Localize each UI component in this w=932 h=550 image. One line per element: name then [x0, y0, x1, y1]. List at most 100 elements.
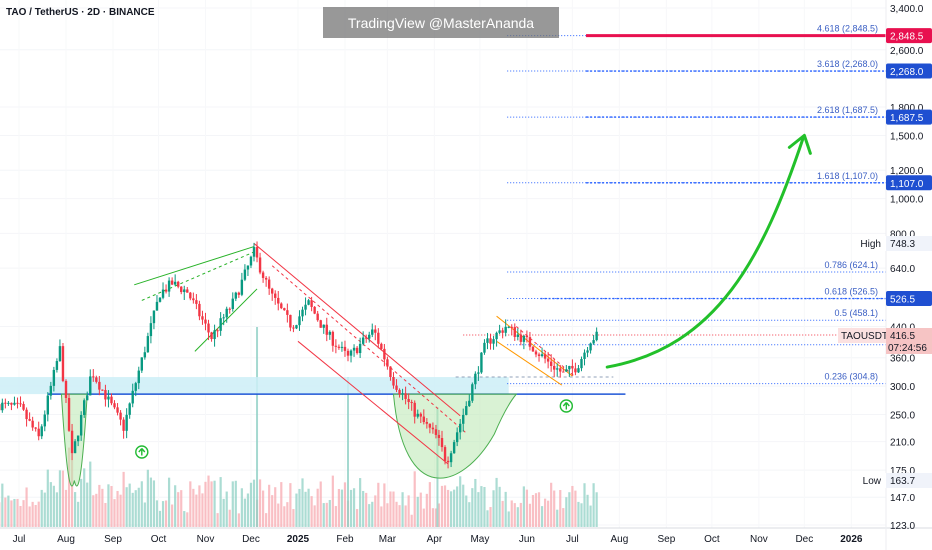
volume-bar [186, 512, 189, 527]
volume-bar [225, 491, 228, 527]
volume-bar [419, 492, 422, 527]
volume-bar [243, 498, 247, 527]
price-tag-value: 1,687.5 [890, 113, 924, 124]
candle-body [419, 413, 422, 417]
candle-body [340, 346, 344, 348]
volume-bar [49, 482, 52, 527]
volume-bar [510, 500, 513, 527]
up-arrow-icon [138, 448, 146, 456]
y-tick-label: 2,600.0 [890, 46, 924, 57]
candle-body [19, 403, 22, 405]
volume-bar [298, 488, 301, 527]
x-tick-label: Mar [379, 534, 397, 545]
candle-body [137, 370, 140, 384]
candle-body [213, 330, 216, 340]
candle-body [510, 326, 513, 328]
volume-bar [258, 479, 262, 527]
candle-body [395, 385, 398, 390]
volume-bar [240, 488, 243, 527]
candle-body [410, 402, 413, 404]
candle-body [465, 406, 468, 415]
candle-body [277, 297, 280, 304]
volume-bar [171, 504, 174, 527]
candle-body [161, 289, 165, 298]
volume-bar [161, 501, 165, 527]
candle-body [252, 247, 256, 257]
candle-body [361, 337, 365, 344]
x-tick-label: Jul [13, 534, 26, 545]
candle-body [286, 310, 289, 315]
volume-bar [528, 503, 532, 527]
volume-bar [80, 478, 83, 527]
volume-bar [331, 475, 334, 527]
volume-bar [73, 492, 77, 527]
volume-bar [534, 493, 538, 527]
volume-bar [401, 492, 404, 527]
volume-bar [553, 490, 556, 527]
fib-level-label: 0.236 (304.8) [824, 372, 878, 382]
volume-bar [562, 508, 565, 527]
price-tag-value: 2,268.0 [890, 67, 924, 78]
volume-bar [592, 483, 595, 527]
volume-bar [343, 482, 347, 527]
volume-bar [174, 485, 177, 527]
flag-upper-line [496, 315, 573, 377]
volume-bar [449, 491, 453, 527]
volume-bar [507, 511, 510, 527]
volume-bar [40, 489, 43, 527]
volume-bar [565, 497, 568, 527]
volume-bar [7, 495, 10, 527]
volume-bar [34, 504, 37, 527]
volume-bar [64, 489, 68, 527]
candle-body [110, 396, 113, 404]
volume-bar [416, 496, 419, 527]
wedge-lower-line [194, 288, 258, 352]
candle-body [264, 277, 268, 280]
volume-bar [301, 478, 304, 527]
volume-bar [213, 480, 216, 527]
volume-bar [146, 469, 149, 527]
candle-body [504, 326, 507, 333]
candle-body [440, 438, 444, 448]
candle-body [552, 365, 556, 370]
candle-body [489, 338, 492, 344]
candle-body [313, 306, 316, 314]
volume-bar [316, 488, 319, 527]
candle-body [595, 331, 598, 341]
candle-body [471, 384, 474, 401]
volume-bar [380, 506, 383, 527]
volume-bar [468, 502, 471, 527]
candle-body [537, 354, 541, 357]
x-tick-label: Jul [566, 534, 579, 545]
candle-body [334, 345, 338, 347]
volume-bar [113, 499, 116, 527]
candle-body [143, 352, 147, 358]
candle-body [492, 339, 495, 344]
candle-body [228, 308, 231, 310]
candle-body [458, 423, 462, 433]
volume-bar [459, 476, 462, 527]
candle-body [574, 368, 577, 373]
candle-body [398, 389, 401, 395]
candle-body [431, 427, 435, 430]
candle-body [571, 365, 574, 369]
candle-body [131, 390, 134, 404]
volume-bar [10, 500, 13, 527]
candle-body [34, 427, 37, 429]
candle-body [580, 358, 583, 369]
candle-body [337, 346, 341, 348]
candle-body [325, 324, 328, 335]
volume-bar [210, 481, 213, 527]
candle-body [98, 381, 101, 390]
watermark: TradingView @MasterAnanda [323, 7, 559, 38]
volume-bar [252, 479, 256, 527]
candle-body [216, 330, 219, 332]
volume-bar [222, 498, 225, 527]
volume-bar [46, 469, 49, 527]
volume-bar [289, 483, 292, 527]
candle-body [16, 402, 19, 404]
candle-body [513, 327, 516, 337]
candle-body [428, 423, 432, 428]
volume-bar [86, 482, 89, 527]
